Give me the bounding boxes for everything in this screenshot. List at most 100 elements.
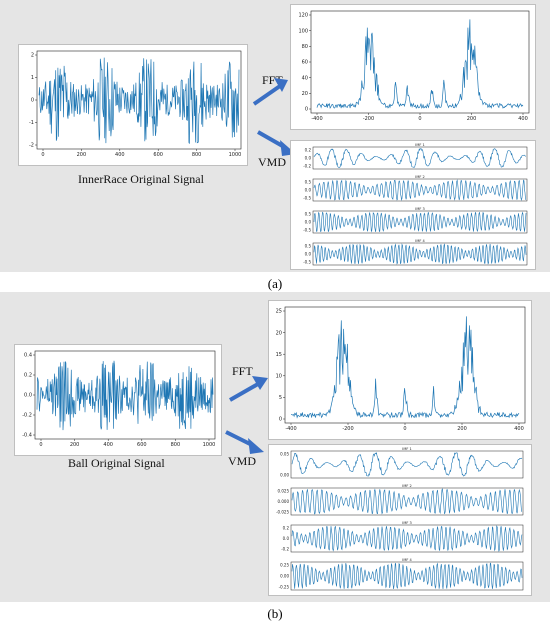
y-tick-label: 0.000 [278,499,290,504]
imf-title: IMF 1 [402,447,411,451]
plot-frame [284,306,526,424]
imf-series [291,452,523,477]
x-tick-label: 1000 [203,442,216,448]
x-tick-label: 400 [514,426,524,432]
imf-series [291,488,523,515]
y-tick-label: 120 [298,13,308,19]
y-tick-label: 0.5 [305,180,312,185]
y-tick-label: 0.0 [283,536,290,541]
ball-fft-plot: 25 20 15 10 5 0 -400 -200 0 200 400 [268,300,532,440]
plot-frame [310,10,530,114]
y-tick-label: 0.00 [280,473,289,478]
imf-series [313,148,527,168]
y-tick-label: 0.4 [24,353,32,359]
y-tick-label: 1 [31,75,34,81]
imf-frame [312,146,528,170]
x-tick-label: 200 [70,442,80,448]
x-tick-label: 400 [518,116,528,122]
y-tick-label: 0.025 [278,489,290,494]
ball-vmd-plot: IMF 1 0.05 0.00 IMF 2 0.025 0.000 -0.025 IMF … [268,444,532,596]
x-tick-label: 600 [137,442,147,448]
spectrum-series [316,19,524,109]
x-tick-label: 0 [403,426,406,432]
y-tick-label: 5 [279,395,282,401]
imf-series [291,562,523,590]
imf-series [291,525,523,552]
panel-b-label: (b) [267,606,283,621]
y-tick-label: -0.5 [303,196,311,201]
x-tick-label: 0 [41,152,44,158]
innerrace-vmd-plot: IMF 1 0.2 0.0 -0.2 IMF 2 0.5 0.0 -0.5 IMF 3 0.5… [290,140,536,270]
vmd-label-b: VMD [228,454,257,468]
y-tick-label: 60 [302,60,308,66]
y-tick-label: 0 [31,98,34,104]
y-tick-label: 20 [302,91,308,97]
imf-title: IMF 4 [402,558,412,562]
imf-frame [312,242,528,266]
innerrace-signal-plot: 2 1 0 -1 -2 0 200 400 600 800 1000 [18,44,248,166]
y-tick-label: 0.0 [305,220,312,225]
y-tick-label: 0.2 [24,373,32,379]
y-tick-label: 15 [276,352,282,358]
x-tick-label: 200 [457,426,467,432]
y-tick-label: -0.2 [281,547,289,552]
imf-title: IMF 4 [415,239,425,243]
innerrace-signal-chart: 2 1 0 -1 -2 0 200 400 600 800 1000 [29,50,242,158]
y-tick-label: 0.2 [283,526,290,531]
x-tick-label: 1000 [229,152,242,158]
y-tick-label: 20 [276,330,282,336]
y-tick-label: 0.25 [280,563,289,568]
y-tick-label: 10 [276,373,282,379]
panel-a: 2 1 0 -1 -2 0 200 400 600 800 1000 InnerRace Origi… [0,0,550,272]
x-tick-label: -400 [311,116,322,122]
y-tick-label: 0.0 [24,393,32,399]
x-tick-label: -200 [342,426,353,432]
imf-title: IMF 3 [402,521,411,525]
ball-imf3-chart: IMF 3 0.2 0.0 -0.2 [281,521,524,553]
y-tick-label: 0.5 [305,212,312,217]
imf-series [313,243,527,265]
x-tick-label: 200 [467,116,477,122]
imf-title: IMF 2 [402,484,411,488]
y-tick-label: 0.0 [305,156,312,161]
x-tick-label: 600 [153,152,163,158]
y-tick-label: 80 [302,44,308,50]
signal-series [38,57,240,144]
y-tick-label: -0.4 [22,433,32,439]
x-tick-label: 800 [171,442,181,448]
y-tick-label: 0.5 [305,244,312,249]
y-tick-label: 0.0 [305,252,312,257]
x-tick-label: 0 [39,442,42,448]
x-tick-label: 200 [77,152,87,158]
arrow-to-fft-icon [252,78,288,106]
spectrum-series [290,316,520,419]
innerrace-imf1-chart: IMF 1 0.2 0.0 -0.2 [303,143,528,170]
innerrace-caption: InnerRace Original Signal [78,172,204,186]
signal-series [36,360,214,431]
y-tick-label: -1 [29,120,34,126]
x-tick-label: -200 [363,116,374,122]
x-tick-label: 0 [418,116,421,122]
panel-b: 0.4 0.2 0.0 -0.2 -0.4 0 200 400 600 800 1000 Ball … [0,292,550,602]
imf-title: IMF 2 [415,175,424,179]
y-tick-label: -0.5 [303,260,311,265]
y-tick-label: 0.00 [280,574,289,579]
innerrace-imf4-chart: IMF 4 0.5 0.0 -0.5 [303,239,528,266]
innerrace-imf3-chart: IMF 3 0.5 0.0 -0.5 [303,207,528,234]
ball-signal-chart: 0.4 0.2 0.0 -0.2 -0.4 0 200 400 600 800 1000 [22,350,216,448]
imf-series [313,211,527,233]
y-tick-label: 0 [279,417,282,423]
panel-a-label: (a) [267,276,283,291]
imf-frame [290,450,524,479]
imf-title: IMF 1 [415,143,424,147]
y-tick-label: -2 [29,143,34,149]
innerrace-fft-plot: 120 100 80 60 40 20 0 -400 -200 0 200 400 [290,4,536,130]
y-tick-label: 40 [302,75,308,81]
y-tick-label: -0.025 [276,510,289,515]
arrow-to-vmd-icon [225,430,264,454]
ball-imf4-chart: IMF 4 0.25 0.00 -0.25 [279,558,524,591]
ball-caption: Ball Original Signal [68,456,165,470]
y-tick-label: -0.5 [303,228,311,233]
